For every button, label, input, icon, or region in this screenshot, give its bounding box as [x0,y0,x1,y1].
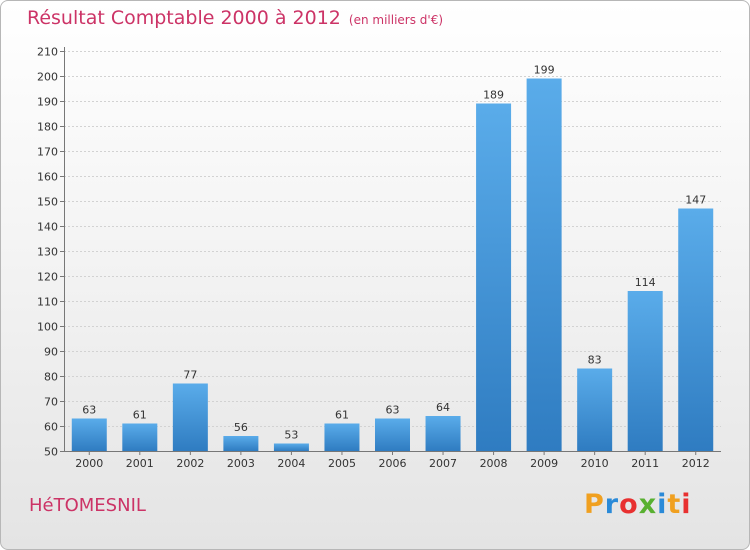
x-tick-label: 2007 [429,457,457,470]
x-tick-label: 2002 [176,457,204,470]
bar-value-label: 83 [588,354,602,367]
bar [577,368,613,451]
y-tick-label: 90 [44,346,58,359]
logo-letter: t [667,489,682,520]
y-tick-label: 200 [37,71,58,84]
bar [223,436,259,451]
y-tick-label: 140 [37,221,58,234]
bar [678,208,714,451]
title-text: Résultat Comptable 2000 à 2012 [27,7,341,29]
y-tick-label: 120 [37,271,58,284]
place-name: HéTOMESNIL [29,495,146,516]
x-tick-label: 2004 [277,457,305,470]
bar-value-label: 199 [534,64,555,77]
bar-value-label: 77 [183,369,197,382]
bar [71,418,107,451]
x-tick-label: 2008 [480,457,508,470]
x-tick-label: 2012 [682,457,710,470]
bar [425,416,461,451]
bar [172,383,208,451]
y-tick-label: 50 [44,446,58,459]
logo-letter: i [657,489,668,520]
y-tick-label: 190 [37,96,58,109]
y-tick-label: 180 [37,121,58,134]
y-tick-label: 160 [37,171,58,184]
logo-letter: r [604,489,620,520]
logo-letter: x [638,489,658,520]
y-tick-label: 80 [44,371,58,384]
x-tick-label: 2009 [530,457,558,470]
logo-letter: P [584,489,605,520]
bar-value-label: 61 [335,409,349,422]
x-tick-label: 2000 [75,457,103,470]
y-tick-label: 60 [44,421,58,434]
bars: 63 61 77 56 53 61 63 64 189 199 83 114 147 [71,64,714,451]
x-tick-label: 2005 [328,457,356,470]
axes: 50 60 70 80 90 100 110 120 130 140 150 160 170 180 190… [37,46,721,470]
gridlines [64,51,721,427]
bar-value-label: 63 [82,404,96,417]
bar-value-label: 56 [234,421,248,434]
x-tick-label: 2010 [581,457,609,470]
y-tick-label: 100 [37,321,58,334]
x-tick-label: 2003 [227,457,255,470]
y-tick-label: 170 [37,146,58,159]
x-tick-label: 2001 [126,457,154,470]
bar-value-label: 53 [284,429,298,442]
bar [476,103,512,451]
bar-value-label: 63 [386,404,400,417]
y-tick-label: 210 [37,46,58,59]
bar [375,418,410,451]
bar-value-label: 114 [635,276,656,289]
x-tick-label: 2011 [631,457,659,470]
bar [273,443,309,451]
logo-letter: o [619,489,639,520]
y-tick-label: 70 [44,396,58,409]
bar-value-label: 64 [436,401,450,414]
y-tick-label: 110 [37,296,58,309]
proxiti-logo: Proxiti [584,489,692,520]
bar [324,423,360,451]
bar [122,423,158,451]
bar-value-label: 61 [133,409,147,422]
logo-letter: i [681,489,692,520]
y-tick-label: 150 [37,196,58,209]
bar-value-label: 147 [685,194,706,207]
y-tick-label: 130 [37,246,58,259]
bar [627,291,663,451]
bar-value-label: 189 [483,89,504,102]
chart-title: Résultat Comptable 2000 à 2012 (en millie… [27,7,443,29]
bar [526,78,562,451]
x-tick-label: 2006 [379,457,407,470]
unit-label: (en milliers d'€) [348,13,444,27]
